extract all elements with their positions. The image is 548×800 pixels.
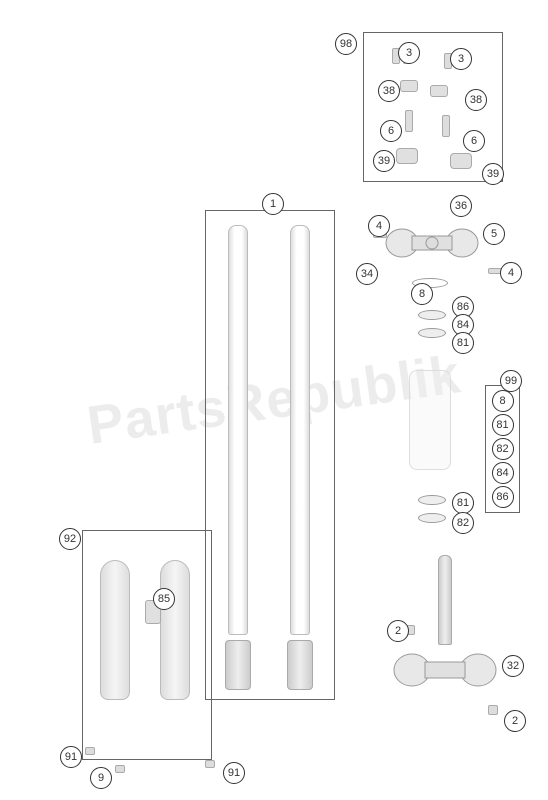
callout-81-18: 81 (452, 332, 474, 354)
callout-label: 91 (223, 762, 245, 784)
callout-5-12: 5 (483, 223, 505, 245)
callout-91-23: 91 (223, 762, 245, 784)
callout-39-7: 39 (373, 150, 395, 172)
callout-label: 6 (380, 120, 402, 142)
callout-99-29: 99 (500, 370, 522, 392)
callout-32-27: 32 (502, 655, 524, 677)
callout-label: 4 (368, 215, 390, 237)
tube-1 (405, 110, 413, 132)
callout-9-22: 9 (90, 767, 112, 789)
screw-9 (115, 765, 125, 773)
callout-81-24: 81 (452, 492, 474, 514)
screw-91-1 (85, 747, 95, 755)
callout-label: 99 (500, 370, 522, 392)
callout-3-1: 3 (398, 42, 420, 64)
kit-item-86: 86 (492, 486, 514, 508)
callout-label: 6 (463, 130, 485, 152)
callout-label: 8 (411, 283, 433, 305)
callout-label: 34 (356, 263, 378, 285)
clamp-part-2 (430, 85, 448, 97)
bearing-kit-box: 881828486 (485, 385, 520, 513)
clamp-part-4 (450, 153, 472, 169)
bearing-race-upper (418, 328, 446, 338)
callout-1-9: 1 (262, 193, 284, 215)
callout-92-19: 92 (59, 528, 81, 550)
callout-label: 36 (450, 195, 472, 217)
callout-3-2: 3 (450, 48, 472, 70)
bearing-upper (418, 310, 446, 320)
kit-item-84: 84 (492, 462, 514, 484)
callout-4-14: 4 (500, 262, 522, 284)
callout-label: 9 (90, 767, 112, 789)
callout-label: 5 (483, 223, 505, 245)
callout-34-13: 34 (356, 263, 378, 285)
callout-6-6: 6 (463, 130, 485, 152)
callout-label: 3 (398, 42, 420, 64)
kit-item-8: 8 (492, 390, 514, 412)
screw-91-2 (205, 760, 215, 768)
callout-98-0: 98 (335, 33, 357, 55)
fork-tube-1 (228, 225, 248, 635)
callout-38-4: 38 (465, 89, 487, 111)
bearing-lower (418, 495, 446, 505)
callout-label: 81 (452, 332, 474, 354)
callout-label: 82 (452, 512, 474, 534)
steering-tube (409, 370, 451, 470)
kit-item-82: 82 (492, 438, 514, 460)
fork-protector-1 (100, 560, 130, 700)
lower-triple-clamp (390, 640, 500, 695)
fork-bottom-1 (225, 640, 251, 690)
callout-label: 2 (387, 620, 409, 642)
callout-82-25: 82 (452, 512, 474, 534)
callout-label: 91 (60, 746, 82, 768)
callout-38-3: 38 (378, 80, 400, 102)
callout-label: 98 (335, 33, 357, 55)
fork-bottom-2 (287, 640, 313, 690)
callout-85-20: 85 (153, 588, 175, 610)
callout-label: 4 (500, 262, 522, 284)
tube-2 (442, 115, 450, 137)
callout-label: 39 (482, 163, 504, 185)
callout-label: 38 (465, 89, 487, 111)
callout-label: 2 (504, 710, 526, 732)
clamp-part-1 (400, 80, 418, 92)
main-fork-outline (205, 210, 335, 700)
callout-label: 92 (59, 528, 81, 550)
screw-2-lower (488, 705, 498, 715)
callout-4-10: 4 (368, 215, 390, 237)
fork-protector-2 (160, 560, 190, 700)
callout-label: 1 (262, 193, 284, 215)
steering-stem (438, 555, 452, 645)
callout-label: 32 (502, 655, 524, 677)
callout-2-28: 2 (504, 710, 526, 732)
callout-91-21: 91 (60, 746, 82, 768)
clamp-part-3 (396, 148, 418, 164)
callout-6-5: 6 (380, 120, 402, 142)
callout-36-11: 36 (450, 195, 472, 217)
callout-label: 85 (153, 588, 175, 610)
callout-label: 39 (373, 150, 395, 172)
callout-label: 38 (378, 80, 400, 102)
callout-39-8: 39 (482, 163, 504, 185)
kit-item-81: 81 (492, 414, 514, 436)
fork-tube-2 (290, 225, 310, 635)
callout-label: 81 (452, 492, 474, 514)
parts-diagram: PartsRepublik (0, 0, 548, 800)
callout-8-15: 8 (411, 283, 433, 305)
callout-label: 3 (450, 48, 472, 70)
bearing-race-lower (418, 513, 446, 523)
callout-2-26: 2 (387, 620, 409, 642)
upper-triple-clamp (382, 218, 482, 268)
